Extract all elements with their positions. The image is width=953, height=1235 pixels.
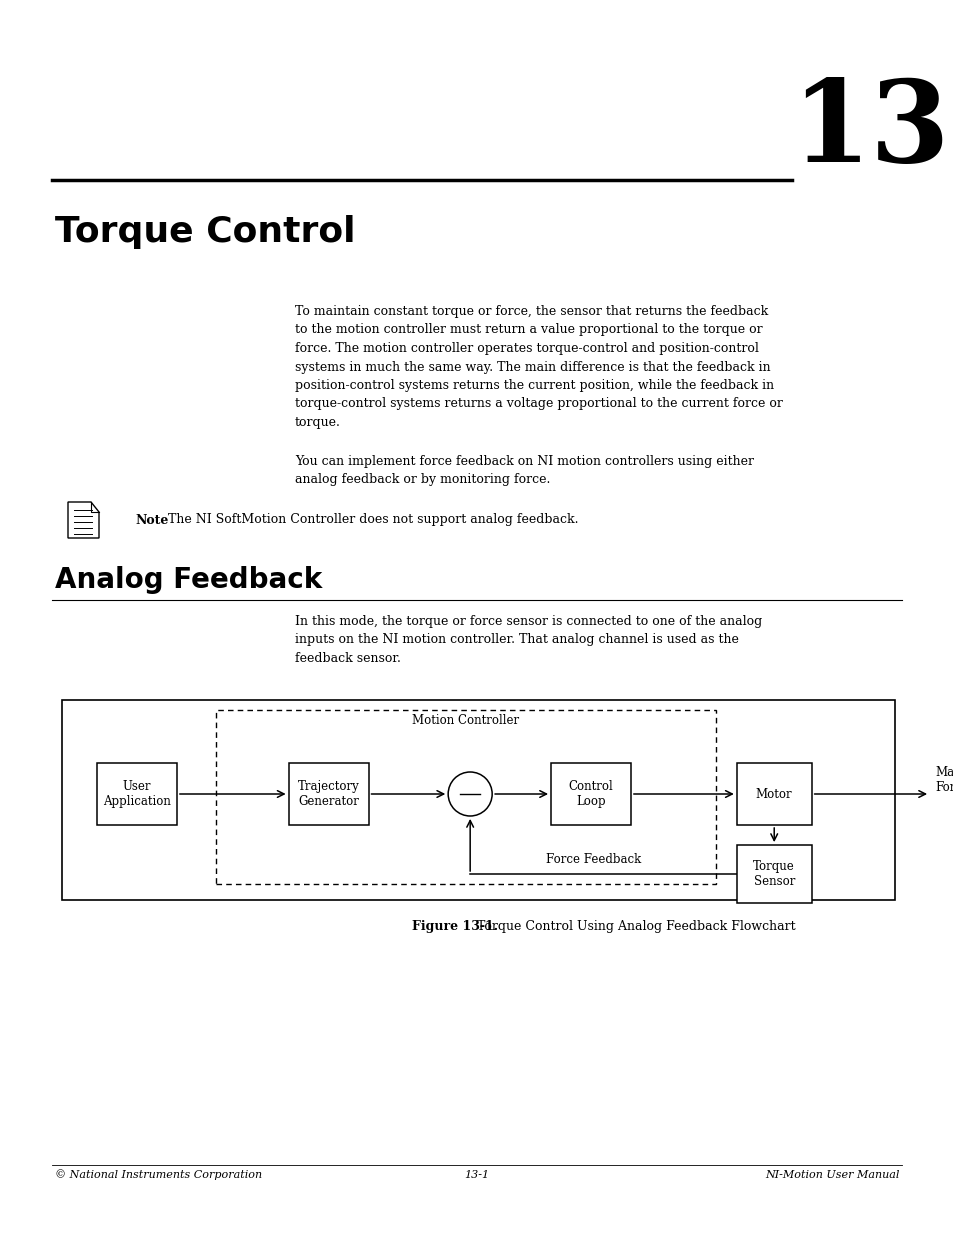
Text: 13: 13: [790, 74, 948, 185]
Text: Force Feedback: Force Feedback: [545, 853, 640, 866]
Text: User
Application: User Application: [103, 781, 171, 808]
Text: Maintains
Force: Maintains Force: [934, 766, 953, 794]
Text: Motion Controller: Motion Controller: [412, 714, 519, 727]
Bar: [62, 700, 894, 900]
Text: Motor: Motor: [755, 788, 792, 800]
Text: You can implement force feedback on NI motion controllers using either
analog fe: You can implement force feedback on NI m…: [294, 454, 753, 487]
Bar: [216, 710, 715, 884]
Text: Torque Control Using Analog Feedback Flowchart: Torque Control Using Analog Feedback Flo…: [476, 920, 795, 932]
Text: © National Instruments Corporation: © National Instruments Corporation: [55, 1170, 262, 1181]
Text: The NI SoftMotion Controller does not support analog feedback.: The NI SoftMotion Controller does not su…: [168, 514, 578, 526]
Text: Note: Note: [135, 514, 168, 526]
Bar: [736, 845, 811, 903]
Text: Analog Feedback: Analog Feedback: [55, 566, 322, 594]
Bar: [97, 763, 177, 825]
Text: Control
Loop: Control Loop: [568, 781, 613, 808]
Bar: [551, 763, 630, 825]
Bar: [288, 763, 368, 825]
Text: To maintain constant torque or force, the sensor that returns the feedback
to th: To maintain constant torque or force, th…: [294, 305, 782, 429]
Text: Torque Control: Torque Control: [55, 215, 355, 249]
Text: 13-1: 13-1: [464, 1170, 489, 1179]
Text: In this mode, the torque or force sensor is connected to one of the analog
input: In this mode, the torque or force sensor…: [294, 615, 761, 664]
Text: Torque
Sensor: Torque Sensor: [753, 860, 794, 888]
Text: NI-Motion User Manual: NI-Motion User Manual: [765, 1170, 899, 1179]
Text: Figure 13-1.: Figure 13-1.: [412, 920, 497, 932]
Text: Trajectory
Generator: Trajectory Generator: [297, 781, 359, 808]
Bar: [736, 763, 811, 825]
